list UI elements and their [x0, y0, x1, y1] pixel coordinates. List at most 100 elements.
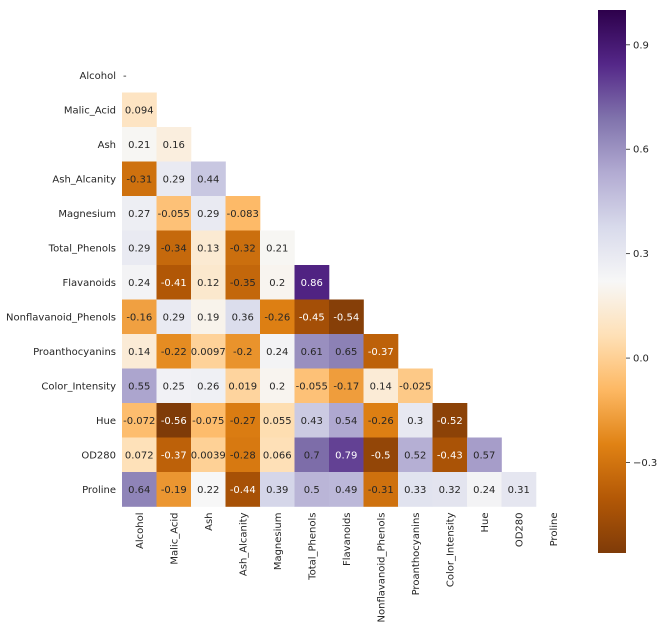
- heatmap-cell: [225, 299, 261, 335]
- heatmap-cell: [191, 161, 226, 197]
- heatmap-cell: [156, 368, 192, 404]
- x-tick-label: Proanthocyanins: [411, 513, 422, 596]
- x-tick-label: Nonflavanoid_Phenols: [376, 513, 387, 623]
- cell-value-label: -0.56: [161, 416, 187, 427]
- x-tick-label: Malic_Acid: [169, 513, 180, 565]
- heatmap-cell: [225, 265, 261, 300]
- cell-value-label: -0.43: [437, 450, 463, 461]
- cell-value-label: -0.31: [368, 485, 394, 496]
- cell-value-label: 0.65: [335, 347, 357, 358]
- cell-value-label: -0.055: [296, 381, 328, 392]
- cell-value-label: 0.55: [128, 381, 150, 392]
- y-tick-label: Hue: [96, 416, 116, 427]
- heatmap-cell: [156, 472, 192, 507]
- heatmap-cell: [191, 196, 226, 231]
- x-tick-label: Proline: [549, 513, 560, 547]
- colorbar-ticks: 0.9 0.6 0.3 0.0 −0.3: [626, 40, 657, 469]
- heatmap-cell: [122, 472, 157, 507]
- y-tick-label: Color_Intensity: [41, 381, 116, 392]
- cell-value-label: 0.2: [269, 381, 285, 392]
- cell-value-label: -0.083: [227, 209, 259, 220]
- heatmap-cell: [432, 472, 468, 507]
- cell-value-label: -0.34: [161, 243, 187, 254]
- heatmap-cell: [225, 230, 261, 266]
- heatmap-cell: [191, 437, 226, 473]
- y-tick-label: Proline: [82, 485, 116, 496]
- heatmap-cell: [294, 368, 330, 404]
- cell-value-label: 0.36: [232, 312, 254, 323]
- diagonal-tick-mark: -: [123, 71, 127, 82]
- cell-value-label: 0.24: [266, 347, 288, 358]
- heatmap-cell: [363, 437, 399, 473]
- cell-value-label: 0.0097: [191, 347, 226, 358]
- cell-value-label: 0.5: [304, 485, 320, 496]
- cell-value-label: -0.075: [192, 416, 224, 427]
- y-tick-label: Proanthocyanins: [33, 347, 116, 358]
- heatmap-cell: [122, 92, 157, 128]
- heatmap-cell: [294, 403, 330, 438]
- heatmap-cell: [294, 472, 330, 507]
- cell-value-label: -0.31: [126, 174, 152, 185]
- cell-value-label: -0.37: [161, 450, 187, 461]
- colorbar-gradient: [598, 10, 626, 553]
- cell-value-label: -0.025: [399, 381, 431, 392]
- cell-value-label: -0.41: [161, 278, 187, 289]
- heatmap-cell: [122, 265, 157, 300]
- heatmap-cell: [294, 299, 330, 335]
- cell-value-label: 0.86: [301, 278, 323, 289]
- heatmap-cell: [122, 127, 157, 162]
- heatmap-cell: [191, 230, 226, 266]
- heatmap-cell: [260, 230, 295, 266]
- heatmap-cell: [329, 403, 364, 438]
- cell-value-label: 0.072: [125, 450, 154, 461]
- heatmap-cell: [225, 437, 261, 473]
- heatmap-cell: [329, 472, 364, 507]
- heatmap-cell: [467, 472, 502, 507]
- cell-value-label: 0.29: [163, 174, 185, 185]
- heatmap-cell: [122, 437, 157, 473]
- cell-value-label: 0.14: [128, 347, 150, 358]
- x-axis-tick-labels: Alcohol Malic_Acid Ash Ash_Alcanity Magnesiu…: [135, 512, 560, 622]
- cell-value-label: 0.25: [163, 381, 185, 392]
- cell-value-label: 0.26: [197, 381, 219, 392]
- cell-value-label: -0.26: [264, 312, 290, 323]
- heatmap-cell: [156, 230, 192, 266]
- cell-value-label: 0.24: [128, 278, 150, 289]
- cell-value-label: 0.29: [163, 312, 185, 323]
- cell-value-label: 0.066: [263, 450, 292, 461]
- heatmap-cell: [294, 334, 330, 369]
- heatmap-cell: [122, 299, 157, 335]
- x-tick-label: Total_Phenols: [307, 513, 318, 581]
- cell-value-label: -0.055: [158, 209, 190, 220]
- cell-value-label: 0.54: [335, 416, 357, 427]
- heatmap-cell: [260, 265, 295, 300]
- heatmap-cell: [122, 403, 157, 438]
- heatmap-cell: [225, 196, 261, 231]
- cell-value-label: 0.019: [228, 381, 257, 392]
- heatmap-cell: [122, 230, 157, 266]
- cell-value-label: -0.5: [371, 450, 391, 461]
- cell-value-label: -0.19: [161, 485, 187, 496]
- cell-value-label: -0.22: [161, 347, 187, 358]
- heatmap-cell: [398, 472, 433, 507]
- heatmap-cell: [156, 196, 192, 231]
- cell-value-label: 0.2: [269, 278, 285, 289]
- heatmap-cell: [329, 437, 364, 473]
- heatmap-cell: [260, 368, 295, 404]
- heatmap-cell: [329, 299, 364, 335]
- cell-value-label: -0.35: [230, 278, 256, 289]
- cell-value-label: -0.2: [233, 347, 253, 358]
- cell-value-label: 0.055: [263, 416, 292, 427]
- cell-value-label: 0.39: [266, 485, 288, 496]
- y-tick-label: Nonflavanoid_Phenols: [6, 312, 116, 323]
- heatmap-cell: [156, 127, 192, 162]
- x-tick-label: Flavanoids: [342, 513, 353, 567]
- cell-value-label: -0.52: [437, 416, 463, 427]
- cell-value-label: 0.24: [473, 485, 495, 496]
- cell-value-label: -0.37: [368, 347, 394, 358]
- cell-value-label: 0.61: [301, 347, 323, 358]
- cell-value-label: -0.28: [230, 450, 256, 461]
- cell-value-label: 0.44: [197, 174, 219, 185]
- heatmap-cell: [156, 334, 192, 369]
